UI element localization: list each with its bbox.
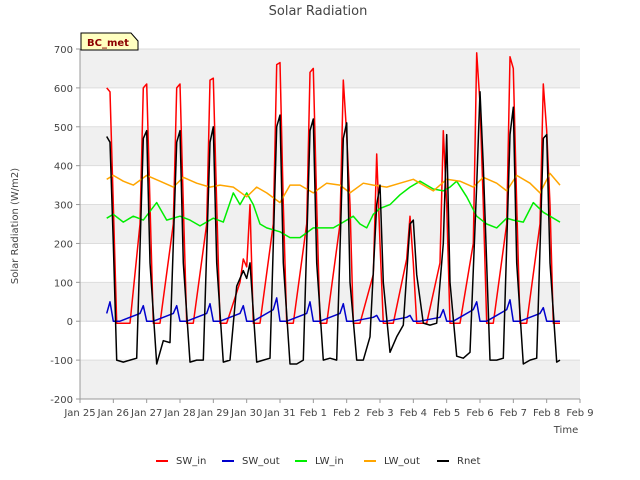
plot-background (80, 48, 580, 400)
grid-band (80, 360, 580, 399)
badge: BC_met (80, 32, 139, 51)
series-lines (105, 52, 561, 365)
x-tick-label: Jan 27 (130, 408, 162, 419)
y-tick-label: 600 (54, 84, 73, 95)
series-line-Rnet (106, 91, 561, 365)
y-tick-label: 700 (54, 45, 73, 56)
x-tick-label: Feb 9 (566, 408, 593, 419)
grid-band (80, 49, 580, 88)
legend-label-LW_out: LW_out (384, 456, 420, 467)
chart-title: Solar Radiation (269, 4, 368, 19)
x-tick-label: Feb 7 (500, 408, 527, 419)
series-line-SW_out (105, 297, 560, 322)
y-tick-label: -200 (50, 395, 73, 406)
badge-box (80, 32, 139, 51)
y-axis-label: Solar Radiation (W/m2) (10, 168, 21, 284)
x-tick-label: Jan 25 (63, 408, 95, 419)
legend-label-Rnet: Rnet (457, 456, 480, 467)
x-tick-label: Feb 6 (466, 408, 493, 419)
x-tick-label: Jan 26 (97, 408, 129, 419)
x-tick-label: Feb 2 (333, 408, 360, 419)
x-tick-label: Feb 3 (366, 408, 393, 419)
badge-label: BC_met (87, 38, 129, 49)
y-tick-label: 0 (67, 317, 73, 328)
x-tick-label: Jan 29 (197, 408, 229, 419)
x-tick-label: Feb 5 (433, 408, 460, 419)
series-line-LW_out (106, 172, 561, 204)
series-line-SW_in (106, 52, 560, 324)
x-tick-label: Jan 28 (163, 408, 195, 419)
y-tick-label: 200 (54, 239, 73, 250)
x-tick-label: Jan 31 (263, 408, 295, 419)
y-tick-label: 300 (54, 201, 73, 212)
y-tick-label: 400 (54, 162, 73, 173)
y-tick-label: 500 (54, 123, 73, 134)
legend-label-SW_out: SW_out (242, 456, 280, 467)
y-tick-label: 100 (54, 278, 73, 289)
y-tick-label: -100 (50, 356, 73, 367)
x-tick-label: Feb 1 (300, 408, 327, 419)
legend: SW_in SW_out LW_in LW_out Rnet (156, 456, 480, 467)
legend-label-LW_in: LW_in (315, 456, 344, 467)
x-axis-label: Time (553, 425, 578, 436)
x-tick-label: Jan 30 (230, 408, 262, 419)
grid-band (80, 126, 580, 166)
legend-label-SW_in: SW_in (176, 456, 206, 467)
grid-band (80, 204, 580, 244)
x-tick-label: Feb 8 (533, 408, 560, 419)
x-tick-label: Feb 4 (400, 408, 427, 419)
